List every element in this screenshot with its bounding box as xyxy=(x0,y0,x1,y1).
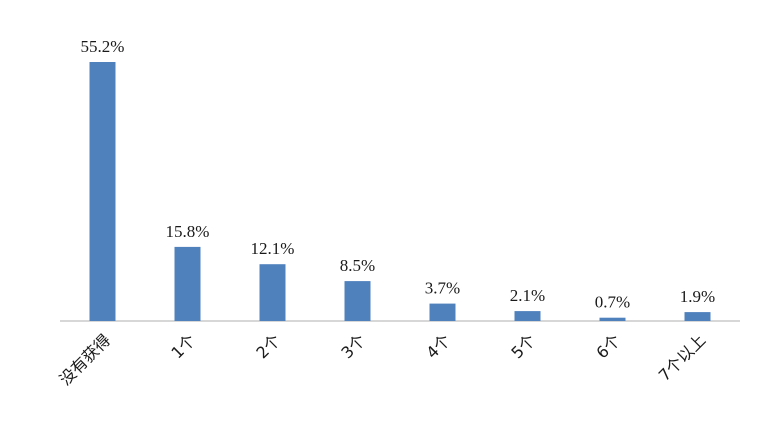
data-label-7: 0.7% xyxy=(595,293,630,312)
data-label-1: 55.2% xyxy=(81,37,125,56)
bar-2 xyxy=(174,246,201,321)
x-tick-label-4: 3个 xyxy=(337,330,369,362)
x-tick-label-6: 5个 xyxy=(507,330,539,362)
x-tick-label-7: 6个 xyxy=(592,330,624,362)
bar-6 xyxy=(514,311,541,321)
bar-5 xyxy=(429,303,456,321)
x-tick-label-1: 没有获得 xyxy=(56,330,115,389)
bar-7 xyxy=(599,317,626,321)
data-label-2: 15.8% xyxy=(166,222,210,241)
data-label-3: 12.1% xyxy=(251,239,295,258)
x-tick-label-8: 7个以上 xyxy=(655,330,710,385)
data-label-6: 2.1% xyxy=(510,286,545,305)
x-tick-label-2: 1个 xyxy=(167,330,199,362)
data-labels-group: 55.2% 15.8% 12.1% 8.5% 3.7% 2.1% 0.7% 1.9% xyxy=(81,37,716,312)
data-label-4: 8.5% xyxy=(340,256,375,275)
x-tick-label-5: 4个 xyxy=(422,330,454,362)
bar-8 xyxy=(684,312,711,321)
bar-3 xyxy=(259,264,286,321)
x-tick-label-3: 2个 xyxy=(252,330,284,362)
bars-group xyxy=(89,62,711,321)
data-label-5: 3.7% xyxy=(425,279,460,298)
x-tick-labels-group: 没有获得 1个 2个 3个 4个 5个 6个 7个以上 xyxy=(56,330,710,389)
bar-4 xyxy=(344,281,371,321)
bar-1 xyxy=(89,62,116,321)
data-label-8: 1.9% xyxy=(680,287,715,306)
